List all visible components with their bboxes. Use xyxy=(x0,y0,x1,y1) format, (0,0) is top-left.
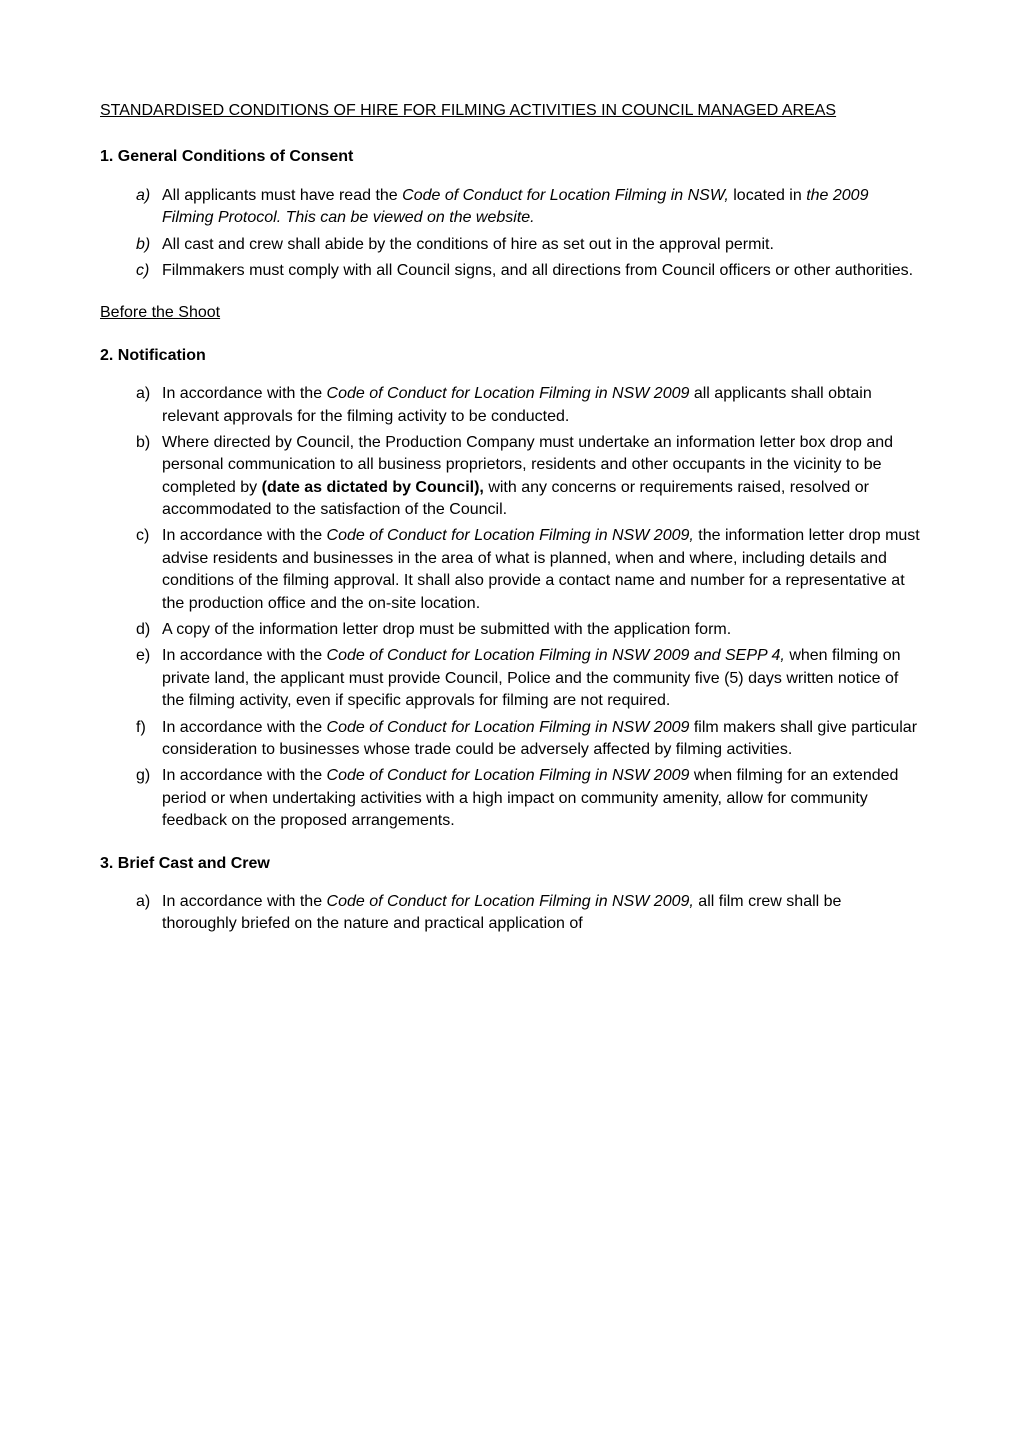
list-item: a) In accordance with the Code of Conduct… xyxy=(136,383,920,428)
text-segment: Filmmakers must comply with all Council … xyxy=(162,262,913,279)
section3-heading: 3. Brief Cast and Crew xyxy=(100,853,920,875)
list-item: b)Where directed by Council, the Product… xyxy=(136,432,920,522)
list-item: d) A copy of the information letter drop … xyxy=(136,619,920,641)
list-item: a) In accordance with the Code of Conduct… xyxy=(136,891,920,936)
list-marker: f) xyxy=(136,717,146,739)
list-marker: d) xyxy=(136,619,150,641)
text-segment: Code of Conduct for Location Filming in … xyxy=(327,527,699,544)
list-marker: a) xyxy=(136,185,150,207)
list-marker: a) xyxy=(136,383,150,405)
text-segment: Code of Conduct for Location Filming in … xyxy=(402,187,733,204)
text-segment: located in xyxy=(733,187,806,204)
document-title: STANDARDISED CONDITIONS OF HIRE FOR FILM… xyxy=(100,100,920,122)
text-segment: In accordance with the xyxy=(162,385,327,402)
list-item: e) In accordance with the Code of Conduct… xyxy=(136,645,920,712)
section2-heading: 2. Notification xyxy=(100,345,920,367)
text-segment: In accordance with the xyxy=(162,719,327,736)
list-marker: g) xyxy=(136,765,150,787)
list-marker: e) xyxy=(136,645,150,667)
list-marker: b) xyxy=(136,234,150,256)
list-item: f) In accordance with the Code of Conduct… xyxy=(136,717,920,762)
text-segment: Code of Conduct for Location Filming in … xyxy=(327,719,694,736)
text-segment: Code of Conduct for Location Filming in … xyxy=(327,893,699,910)
section1-heading: 1. General Conditions of Consent xyxy=(100,146,920,168)
text-segment: Code of Conduct for Location Filming in … xyxy=(327,767,694,784)
list-item: a) All applicants must have read the Code… xyxy=(136,185,920,230)
section1-list: a) All applicants must have read the Code… xyxy=(100,185,920,283)
text-segment: In accordance with the xyxy=(162,893,327,910)
list-item: c) Filmmakers must comply with all Counci… xyxy=(136,260,920,282)
list-marker: b) xyxy=(136,432,150,454)
text-segment: Code of Conduct for Location Filming in … xyxy=(327,647,790,664)
text-segment: Code of Conduct for Location Filming in … xyxy=(327,385,694,402)
list-item: g) In accordance with the Code of Conduct… xyxy=(136,765,920,832)
list-marker: c) xyxy=(136,525,149,547)
text-segment: In accordance with the xyxy=(162,647,327,664)
text-segment: In accordance with the xyxy=(162,527,327,544)
list-marker: c) xyxy=(136,260,149,282)
section2-list: a) In accordance with the Code of Conduct… xyxy=(100,383,920,832)
list-item: b) All cast and crew shall abide by the c… xyxy=(136,234,920,256)
section3-list: a) In accordance with the Code of Conduct… xyxy=(100,891,920,936)
list-item: c) In accordance with the Code of Conduct… xyxy=(136,525,920,615)
text-segment: All applicants must have read the xyxy=(162,187,402,204)
text-segment: All cast and crew shall abide by the con… xyxy=(162,236,774,253)
text-segment: A copy of the information letter drop mu… xyxy=(162,621,731,638)
text-segment: (date as dictated by Council), xyxy=(262,479,484,496)
text-segment: In accordance with the xyxy=(162,767,327,784)
before-shoot-subheading: Before the Shoot xyxy=(100,302,920,324)
list-marker: a) xyxy=(136,891,150,913)
